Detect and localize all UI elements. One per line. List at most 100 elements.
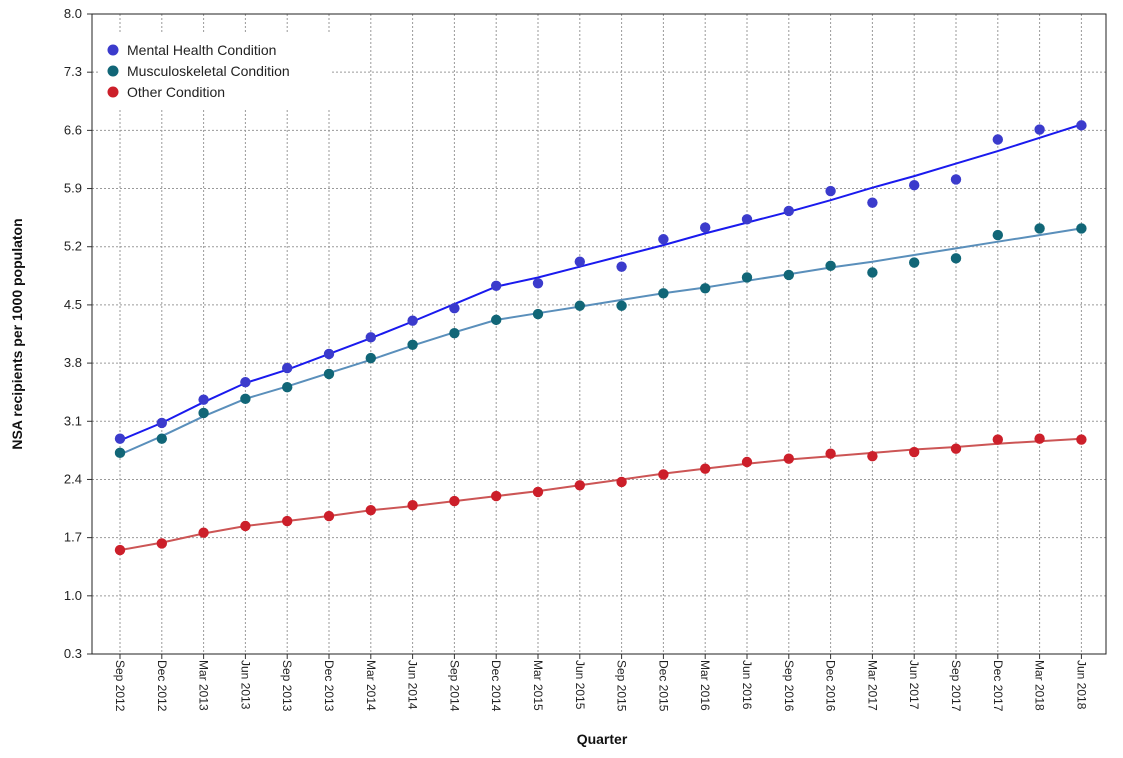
data-point-2 xyxy=(532,486,544,498)
data-point-0 xyxy=(282,362,293,374)
y-tick-label: 6.6 xyxy=(64,122,82,137)
data-point-2 xyxy=(825,448,836,459)
data-point-2 xyxy=(323,510,335,522)
legend-marker-0 xyxy=(107,44,119,56)
data-point-1 xyxy=(992,229,1003,241)
data-point-0 xyxy=(365,332,376,343)
data-point-1 xyxy=(156,433,167,444)
y-axis-title: NSA recipients per 1000 populaton xyxy=(9,218,25,449)
data-point-0 xyxy=(741,214,753,225)
data-point-0 xyxy=(950,174,962,185)
data-point-2 xyxy=(407,500,418,511)
data-point-2 xyxy=(783,453,794,464)
data-point-2 xyxy=(867,450,878,462)
x-tick-label: Sep 2017 xyxy=(949,660,963,712)
data-point-2 xyxy=(616,476,627,488)
data-point-1 xyxy=(950,253,962,264)
x-tick-label: Jun 2016 xyxy=(740,660,754,710)
data-point-1 xyxy=(867,267,878,278)
y-tick-label: 4.5 xyxy=(64,297,82,312)
data-point-1 xyxy=(783,269,794,281)
data-point-0 xyxy=(449,303,460,314)
data-point-2 xyxy=(114,544,126,556)
data-point-2 xyxy=(198,527,209,538)
data-point-1 xyxy=(491,314,502,326)
y-tick-label: 1.7 xyxy=(64,530,82,545)
x-tick-label: Jun 2017 xyxy=(907,660,921,710)
data-point-1 xyxy=(449,327,460,339)
x-tick-label: Mar 2017 xyxy=(865,660,879,711)
data-point-0 xyxy=(992,134,1003,145)
data-point-2 xyxy=(1076,434,1087,445)
data-point-2 xyxy=(365,505,376,516)
data-point-0 xyxy=(700,222,711,233)
data-point-1 xyxy=(909,257,920,268)
data-point-0 xyxy=(240,377,251,388)
series-line-0 xyxy=(119,123,1082,442)
x-tick-label: Mar 2013 xyxy=(197,660,211,711)
data-point-0 xyxy=(407,315,418,326)
grid-layer xyxy=(92,14,1106,654)
data-point-1 xyxy=(282,381,293,393)
y-tick-label: 8.0 xyxy=(64,6,82,21)
data-point-1 xyxy=(407,339,418,351)
x-tick-label: Dec 2017 xyxy=(991,660,1005,712)
data-point-0 xyxy=(156,417,167,429)
data-point-0 xyxy=(1076,120,1087,131)
data-point-0 xyxy=(909,180,920,191)
data-point-1 xyxy=(741,272,753,283)
data-point-1 xyxy=(700,283,711,294)
x-tick-label: Jun 2014 xyxy=(406,660,420,710)
x-tick-label: Mar 2016 xyxy=(698,660,712,711)
data-point-2 xyxy=(658,469,669,480)
legend-marker-1 xyxy=(107,65,119,77)
legend-label-1: Musculoskeletal Condition xyxy=(127,63,290,79)
x-tick-label: Jun 2015 xyxy=(573,660,587,710)
x-tick-label: Jun 2013 xyxy=(238,660,252,710)
x-tick-label: Dec 2016 xyxy=(824,660,838,712)
x-tick-label: Sep 2014 xyxy=(447,660,461,712)
x-tick-label: Sep 2015 xyxy=(615,660,629,712)
data-point-1 xyxy=(532,308,544,320)
y-tick-label: 3.8 xyxy=(64,355,82,370)
data-point-0 xyxy=(825,185,836,197)
data-point-0 xyxy=(1034,124,1045,135)
data-point-2 xyxy=(700,463,711,474)
data-point-0 xyxy=(783,205,794,217)
series-line-1 xyxy=(119,227,1082,456)
legend-marker-2 xyxy=(107,86,119,98)
data-point-1 xyxy=(114,447,126,459)
y-tick-label: 7.3 xyxy=(64,64,82,79)
y-tick-label: 3.1 xyxy=(64,413,82,428)
data-point-2 xyxy=(1034,433,1045,444)
x-tick-label: Mar 2015 xyxy=(531,660,545,711)
x-tick-label: Mar 2018 xyxy=(1033,660,1047,711)
y-tick-label: 1.0 xyxy=(64,588,82,603)
y-tick-label: 5.9 xyxy=(64,181,82,196)
data-point-1 xyxy=(240,393,251,405)
data-point-0 xyxy=(658,234,669,245)
data-point-1 xyxy=(574,300,585,311)
data-point-0 xyxy=(867,197,878,208)
data-point-2 xyxy=(240,520,251,532)
data-point-1 xyxy=(658,288,669,299)
data-point-2 xyxy=(282,515,293,527)
legend-background xyxy=(100,34,332,108)
legend-label-0: Mental Health Condition xyxy=(127,42,276,58)
y-tick-label: 5.2 xyxy=(64,239,82,254)
data-point-1 xyxy=(616,300,627,311)
data-point-2 xyxy=(909,446,920,458)
data-point-1 xyxy=(323,368,335,380)
data-point-0 xyxy=(198,394,209,405)
data-point-0 xyxy=(323,348,335,360)
x-tick-label: Mar 2014 xyxy=(364,660,378,711)
legend-label-2: Other Condition xyxy=(127,84,225,100)
x-tick-label: Sep 2012 xyxy=(113,660,127,712)
data-point-0 xyxy=(616,261,627,272)
data-point-0 xyxy=(574,256,585,267)
data-point-1 xyxy=(1034,223,1045,234)
x-axis-title: Quarter xyxy=(577,731,628,747)
x-tick-label: Dec 2015 xyxy=(656,660,670,712)
